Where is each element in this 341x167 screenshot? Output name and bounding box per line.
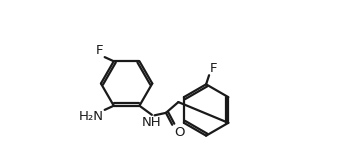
Text: O: O <box>174 126 185 139</box>
Text: NH: NH <box>142 116 162 129</box>
Text: F: F <box>210 62 217 74</box>
Text: H₂N: H₂N <box>79 110 104 123</box>
Text: F: F <box>96 44 104 57</box>
